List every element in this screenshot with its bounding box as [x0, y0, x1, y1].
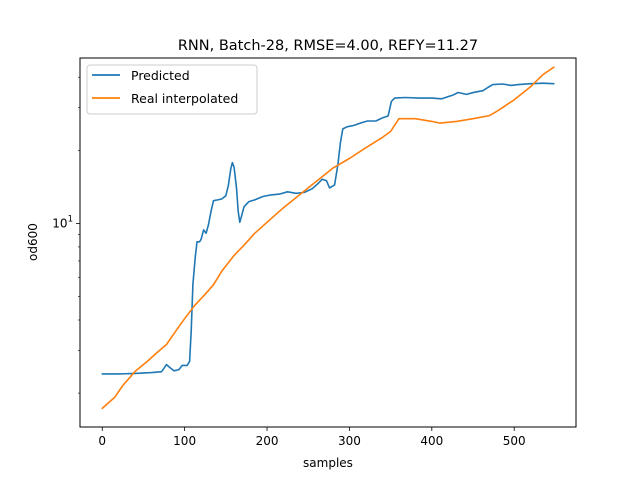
x-tick-label: 500 [503, 434, 526, 448]
series-layer [101, 66, 555, 410]
x-tick-label: 0 [98, 434, 106, 448]
chart-title: RNN, Batch-28, RMSE=4.00, REFY=11.27 [178, 38, 478, 54]
x-tick-label: 100 [173, 434, 196, 448]
x-tick-label: 300 [338, 434, 361, 448]
y-tick-label: 101 [52, 214, 73, 230]
legend-label-predicted: Predicted [131, 68, 190, 83]
plot-area [79, 57, 577, 428]
x-axis-label: samples [303, 456, 353, 470]
plot-frame [79, 57, 577, 428]
x-tick-label: 400 [420, 434, 443, 448]
y-axis-label: od600 [26, 223, 40, 261]
series-line-real-interpolated [101, 66, 555, 410]
legend: Predicted Real interpolated [86, 64, 258, 115]
series-line-predicted [101, 82, 555, 375]
plot-background [80, 58, 576, 427]
legend-box [86, 64, 258, 115]
x-tick-label: 200 [256, 434, 279, 448]
y-axis-ticks: 101 [52, 76, 80, 394]
legend-label-real-interpolated: Real interpolated [131, 91, 238, 106]
x-axis-ticks: 0 100 200 300 400 500 [98, 427, 526, 448]
